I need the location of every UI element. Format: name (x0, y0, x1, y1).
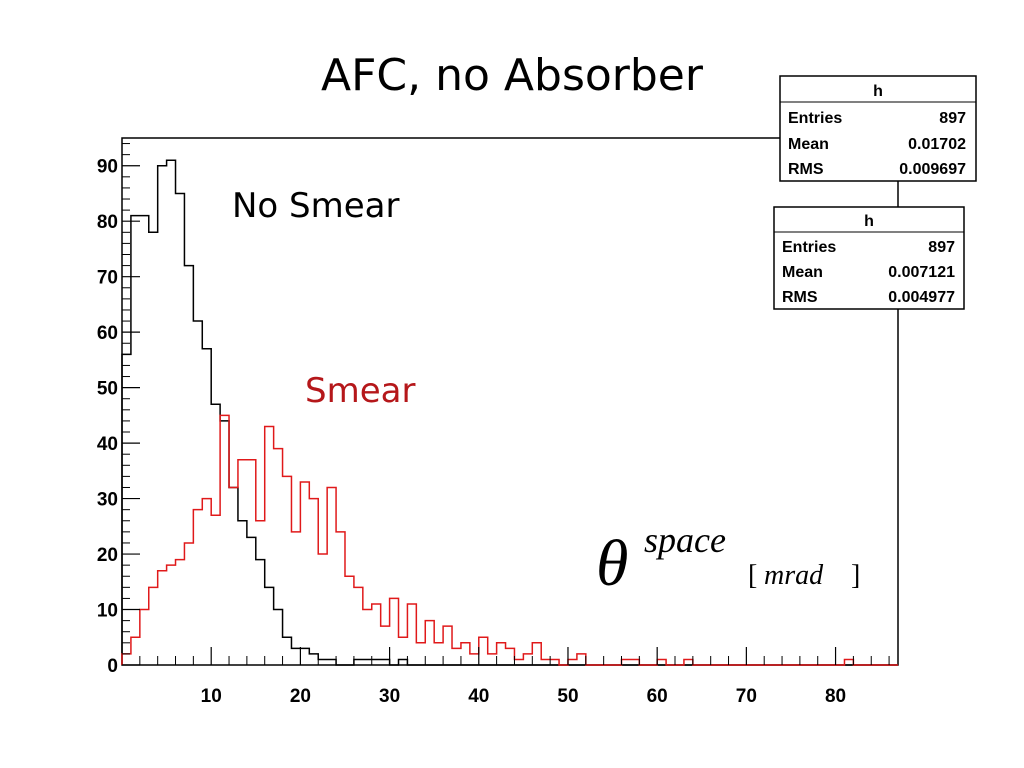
x-tick-label: 70 (736, 686, 757, 707)
stats-box-2-entries-label: Entries (782, 239, 836, 256)
stats-box-1-entries-value: 897 (939, 110, 966, 127)
stats-box-2: h Entries 897 Mean 0.007121 RMS 0.004977 (773, 206, 965, 310)
x-tick-label: 30 (379, 686, 400, 707)
y-tick-label: 0 (107, 656, 118, 677)
y-tick-label: 10 (97, 601, 118, 622)
series-layer (121, 159, 898, 666)
y-tick-label: 50 (97, 379, 118, 400)
axis-unit-close-bracket: ] (851, 560, 860, 591)
stats-box-1-name: h (873, 83, 883, 100)
x-tick-label: 60 (647, 686, 668, 707)
stats-box-1-entries-label: Entries (788, 110, 842, 127)
axis-theta-symbol: θ (596, 527, 628, 600)
chart-title: AFC, no Absorber (321, 50, 703, 101)
stats-box-2-mean-label: Mean (782, 264, 823, 281)
stats-box-2-rms-value: 0.004977 (888, 289, 955, 306)
stats-box-2-name: h (864, 213, 874, 230)
x-tick-label: 40 (468, 686, 489, 707)
y-tick-label: 90 (97, 157, 118, 178)
axis-superscript: space (644, 520, 726, 560)
axis-unit-open-bracket: [ (748, 560, 757, 591)
stats-box-1-mean-value: 0.01702 (908, 136, 966, 153)
y-tick-label: 20 (97, 545, 118, 566)
no-smear-label: No Smear (232, 186, 399, 226)
stats-box-1-rms-label: RMS (788, 161, 824, 178)
axis-layer: 0 10 20 30 40 50 60 70 80 90 10 20 30 40 50 60 70 80 (97, 143, 890, 707)
stats-box-1-mean-label: Mean (788, 136, 829, 153)
y-tick-label: 70 (97, 268, 118, 289)
series-smear (121, 414, 898, 666)
y-tick-label: 40 (97, 434, 118, 455)
x-tick-label: 20 (290, 686, 311, 707)
smear-label: Smear (305, 371, 415, 411)
stats-box-1-rms-value: 0.009697 (899, 161, 966, 178)
x-tick-label: 50 (557, 686, 578, 707)
y-tick-label: 60 (97, 323, 118, 344)
stats-box-1: h Entries 897 Mean 0.01702 RMS 0.009697 (779, 75, 977, 182)
x-tick-label: 10 (201, 686, 222, 707)
axis-unit: mrad (764, 560, 824, 591)
stats-box-2-rms-label: RMS (782, 289, 818, 306)
y-tick-label: 30 (97, 490, 118, 511)
stats-box-2-entries-value: 897 (928, 239, 955, 256)
stats-box-2-mean-value: 0.007121 (888, 264, 955, 281)
x-tick-label: 80 (825, 686, 846, 707)
y-tick-label: 80 (97, 212, 118, 233)
